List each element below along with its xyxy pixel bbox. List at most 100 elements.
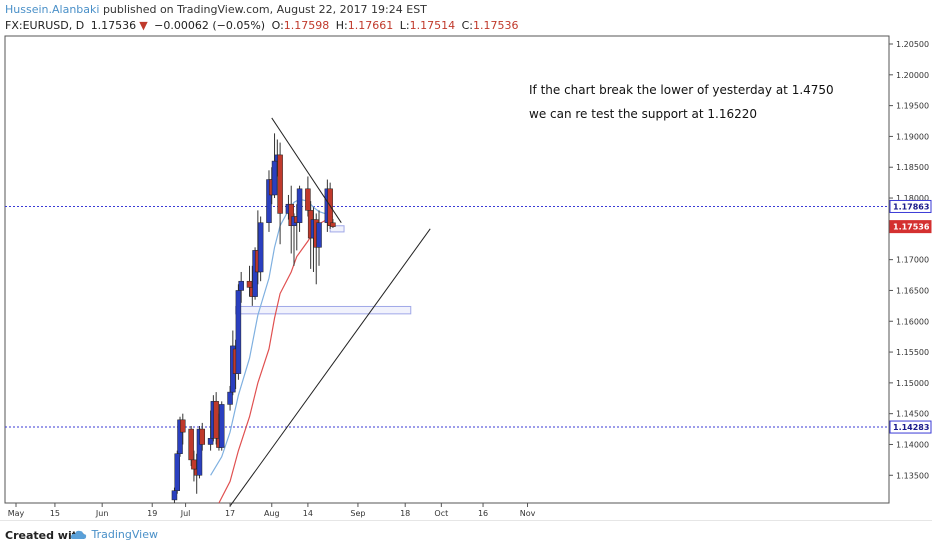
symbol-info: FX:EURUSD, D 1.17536 ▼ −0.00062 (−0.05%) … — [5, 19, 522, 32]
tradingview-cloud-icon — [70, 530, 87, 539]
chart-header: Hussein.Alanbaki published on TradingVie… — [0, 0, 932, 34]
price-label-1: 1.17863 — [893, 202, 929, 211]
down-arrow-icon: ▼ — [139, 19, 148, 32]
published-text: published on TradingView.com, August 22,… — [102, 3, 427, 16]
candle — [316, 210, 322, 266]
y-tick-label: 1.19000 — [896, 132, 929, 141]
tradingview-brand: TradingView — [91, 528, 158, 541]
candle — [277, 142, 283, 245]
candle — [305, 176, 311, 217]
x-tick-label: 18 — [400, 509, 410, 518]
low-value: 1.17514 — [409, 19, 456, 32]
x-tick-label: 16 — [478, 509, 488, 518]
y-tick-label: 1.15000 — [896, 379, 929, 388]
candle — [238, 271, 244, 303]
candle-body — [213, 401, 219, 439]
annotation-line-1: If the chart break the lower of yesterda… — [529, 83, 834, 97]
candle — [180, 413, 186, 445]
candle-body — [199, 428, 206, 445]
open-label: O: — [271, 19, 284, 32]
price-label-box-3 — [889, 420, 932, 434]
price-label-box-2 — [889, 220, 932, 234]
created-with-text: Created with — [5, 529, 85, 542]
price-label-2: 1.17536 — [893, 223, 930, 232]
open-value: 1.17598 — [283, 19, 330, 32]
candle-body — [330, 222, 336, 227]
x-tick-label: Nov — [520, 509, 536, 518]
candle-body — [188, 428, 194, 461]
candle-body — [207, 438, 214, 445]
x-tick-label: Jul — [180, 509, 191, 518]
x-tick-label: 17 — [225, 509, 235, 518]
author-link[interactable]: Hussein.Alanbaki — [5, 3, 100, 16]
y-tick-label: 1.18500 — [896, 163, 929, 172]
close-label: C: — [461, 19, 473, 32]
y-tick-label: 1.16000 — [896, 317, 929, 326]
candle — [271, 133, 278, 199]
candle-body — [296, 188, 303, 223]
candle — [218, 401, 225, 451]
candle-body — [271, 160, 278, 196]
price-label-box-1 — [889, 199, 932, 213]
high-value: 1.17661 — [347, 19, 394, 32]
candle — [188, 425, 194, 467]
candle-body — [191, 459, 197, 470]
x-tick-label: Aug — [264, 509, 280, 518]
candle-body — [218, 404, 225, 448]
y-tick-label: 1.19500 — [896, 102, 929, 111]
low-label: L: — [399, 19, 410, 32]
x-tick-label: 15 — [50, 509, 60, 518]
candle-body — [227, 391, 233, 405]
high-label: H: — [335, 19, 348, 32]
x-tick-label: 19 — [147, 509, 157, 518]
x-tick-label: Jun — [95, 509, 109, 518]
x-tick-label: 14 — [303, 509, 313, 518]
y-tick-label: 1.15500 — [896, 348, 929, 357]
trendline-1 — [271, 117, 342, 223]
candle-body — [180, 419, 186, 433]
candle-body — [238, 280, 244, 291]
candle — [330, 218, 336, 228]
candle-body — [316, 222, 322, 248]
last-price: 1.17536 — [90, 19, 137, 32]
y-tick-label: 1.20000 — [896, 71, 929, 80]
candle-body — [171, 490, 178, 501]
y-tick-label: 1.16500 — [896, 286, 929, 295]
tradingview-logo[interactable]: TradingView — [70, 528, 158, 541]
y-tick-label: 1.14500 — [896, 410, 929, 419]
y-tick-label: 1.17000 — [896, 256, 929, 265]
candle-body — [246, 280, 253, 288]
x-tick-label: Oct — [434, 509, 448, 518]
symbol-label[interactable]: FX:EURUSD, D — [5, 19, 85, 32]
candle-body — [305, 188, 311, 211]
support-zone-rect — [235, 305, 412, 315]
price-label-3: 1.14283 — [893, 423, 929, 432]
y-tick-label: 1.14000 — [896, 440, 929, 449]
candle-body — [174, 453, 180, 491]
annotation-line-2: we can re test the support at 1.16220 — [529, 107, 757, 121]
candle — [296, 185, 303, 232]
candle — [235, 284, 242, 380]
candle — [171, 487, 178, 503]
candle — [213, 392, 219, 445]
x-tick-label: Sep — [350, 509, 365, 518]
y-tick-label: 1.20500 — [896, 40, 929, 49]
candle — [199, 422, 206, 451]
publish-info: Hussein.Alanbaki published on TradingVie… — [5, 3, 427, 16]
candle — [196, 425, 203, 479]
close-value: 1.17536 — [473, 19, 519, 32]
candle — [174, 450, 180, 494]
candle-body — [277, 154, 283, 214]
trendline-2 — [229, 228, 431, 507]
footer: Created with TradingView — [0, 520, 932, 551]
candle — [257, 216, 264, 282]
y-tick-label: 1.18000 — [896, 194, 929, 203]
candle — [227, 385, 233, 411]
candle-body — [257, 222, 264, 273]
y-tick-label: 1.13500 — [896, 471, 929, 480]
x-tick-label: May — [8, 509, 25, 518]
candle-body — [235, 290, 242, 374]
candle-body — [196, 428, 203, 476]
candle-body — [327, 188, 333, 227]
